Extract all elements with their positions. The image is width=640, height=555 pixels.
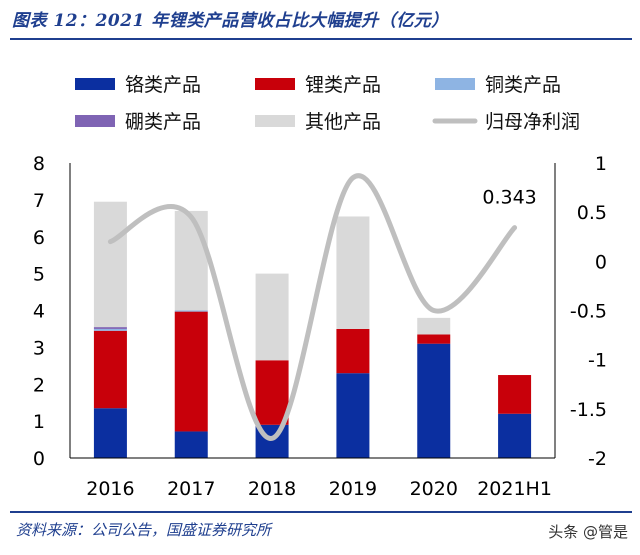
y-left-tick-0: 0 [33,448,45,470]
y-right-tick-2: -1 [588,350,607,372]
chart-title: 图表 12：2021 年锂类产品营收占比大幅提升（亿元） [12,11,449,31]
legend-label-2: 铜类产品 [485,74,561,96]
legend-label-3: 硼类产品 [125,111,201,133]
legend-swatch-3 [75,115,115,127]
y-left-tick-7: 7 [33,190,45,212]
y-left-tick-3: 3 [33,337,45,359]
bar-4-1 [174,210,208,311]
watermark: 头条 @管是 [548,523,628,541]
y-right-tick-4: 0 [595,251,607,273]
x-tick-2: 2018 [248,478,296,500]
bar-0-0 [93,408,127,458]
bar-1-3 [336,328,370,374]
y-left-tick-1: 1 [33,411,45,433]
bar-1-4 [417,334,451,344]
legend-swatch-2 [435,78,475,90]
legend-swatch-1 [255,78,295,90]
bar-1-0 [93,330,127,409]
bar-1-2 [255,360,289,425]
profit-line: 0.343 [107,173,537,441]
bar-2-0 [93,328,127,331]
bar-0-3 [336,373,370,458]
bar-4-3 [336,216,370,329]
legend-swatch-4 [255,115,295,127]
bar-2-1 [174,310,208,312]
y-left-tick-8: 8 [33,153,45,175]
tick-labels: 0 1 2 3 4 5 6 7 8 -2 -1.5 -1 -0.5 0 0.5 1 2016 2017 2018 20… [33,153,607,500]
profit-line-path [107,173,518,441]
bar-4-2 [255,273,289,361]
x-tick-1: 2017 [167,478,215,500]
footer-divider [10,511,632,513]
title-divider [10,38,632,40]
y-left-tick-4: 4 [33,301,45,323]
bars [93,201,532,458]
y-left-tick-5: 5 [33,264,45,286]
axes [69,163,556,459]
y-left-tick-6: 6 [33,227,45,249]
bar-0-5 [498,413,532,458]
y-right-tick-1: -1.5 [570,399,607,421]
bar-3-0 [93,327,127,329]
y-right-tick-0: -2 [588,448,607,470]
x-tick-5: 2021H1 [477,478,552,500]
bar-4-0 [93,201,127,328]
y-right-tick-6: 1 [595,153,607,175]
x-tick-4: 2020 [410,478,458,500]
y-left-tick-2: 2 [33,374,45,396]
legend-label-0: 铬类产品 [125,74,201,96]
legend-swatch-0 [75,78,115,90]
bar-1-5 [498,375,532,414]
profit-annotation: 0.343 [482,187,536,209]
bar-4-4 [417,317,451,335]
x-tick-0: 2016 [86,478,134,500]
legend-label-5: 归母净利润 [485,111,580,133]
bar-0-4 [417,343,451,458]
x-tick-3: 2019 [329,478,377,500]
bar-0-1 [174,431,208,458]
y-right-tick-5: 0.5 [577,202,607,224]
legend-label-4: 其他产品 [305,111,381,133]
y-right-tick-3: -0.5 [570,301,607,323]
legend-label-1: 锂类产品 [305,74,381,96]
bar-1-1 [174,311,208,432]
source-note: 资料来源：公司公告，国盛证券研究所 [16,521,272,539]
